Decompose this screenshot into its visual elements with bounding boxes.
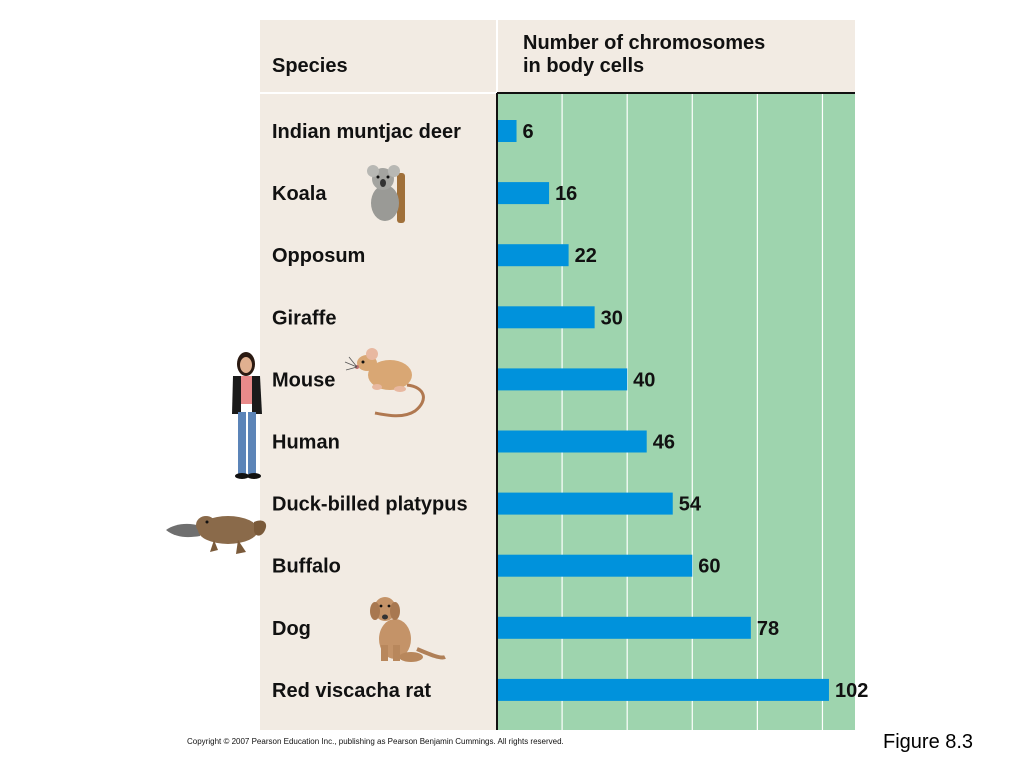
species-label-0: Indian muntjac deer [272, 121, 461, 143]
bar-1 [498, 182, 550, 205]
value-label-3: 30 [601, 307, 623, 329]
bar-4 [498, 368, 628, 391]
species-label-9: Red viscacha rat [272, 680, 431, 702]
value-label-7: 60 [698, 556, 720, 578]
species-label-1: Koala [272, 183, 327, 205]
species-column-header: Species [272, 55, 348, 77]
platypus-icon [166, 516, 267, 554]
figure-label: Figure 8.3 [883, 731, 974, 753]
value-label-2: 22 [575, 245, 597, 267]
species-label-2: Opposum [272, 245, 365, 267]
bar-8 [498, 616, 751, 639]
value-label-6: 54 [679, 494, 702, 516]
species-label-8: Dog [272, 618, 311, 640]
woman-icon [232, 352, 262, 479]
species-label-3: Giraffe [272, 307, 336, 329]
value-label-5: 46 [653, 432, 675, 454]
bar-7 [498, 554, 693, 577]
count-column-header-line1: Number of chromosomes [523, 32, 765, 54]
value-label-1: 16 [555, 183, 577, 205]
count-header-panel [497, 20, 855, 93]
bar-5 [498, 430, 647, 453]
bar-6 [498, 492, 673, 515]
species-label-6: Duck-billed platypus [272, 494, 468, 516]
value-label-0: 6 [523, 121, 534, 143]
value-label-4: 40 [633, 369, 655, 391]
mouse-icon [344, 348, 425, 418]
chart-rows: Indian muntjac deer 6 Koala 16 Opposum 22 Gira… [272, 120, 868, 702]
count-column-header-line2: in body cells [523, 55, 644, 77]
koala-icon [367, 165, 405, 223]
bar-3 [498, 306, 595, 329]
value-label-9: 102 [835, 680, 868, 702]
bar-9 [498, 678, 829, 701]
dog-icon [370, 597, 446, 662]
species-label-7: Buffalo [272, 556, 341, 578]
value-label-8: 78 [757, 618, 779, 640]
bar-2 [498, 244, 569, 267]
copyright-notice: Copyright © 2007 Pearson Education Inc.,… [187, 737, 564, 746]
species-label-4: Mouse [272, 369, 335, 391]
bar-0 [498, 120, 517, 142]
species-label-5: Human [272, 432, 340, 454]
